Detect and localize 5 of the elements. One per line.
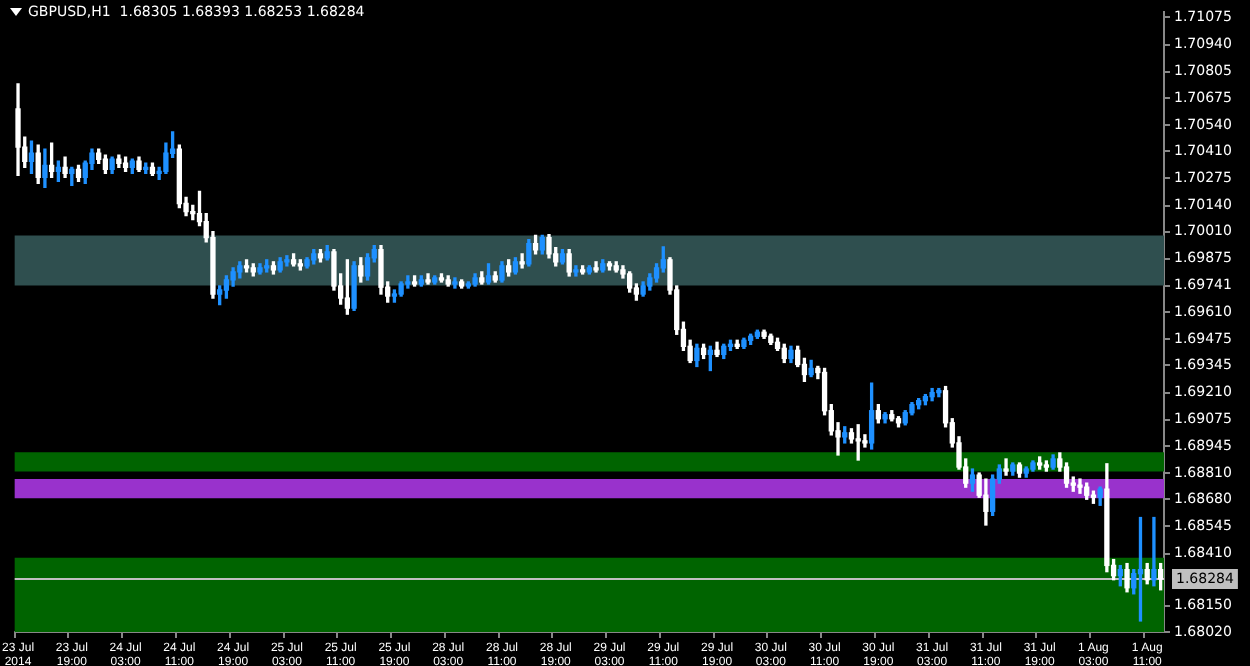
candlestick [1077,478,1083,494]
candlestick [1003,458,1009,476]
candlestick [1151,516,1157,587]
candlestick [405,275,411,289]
candlestick [519,253,525,269]
